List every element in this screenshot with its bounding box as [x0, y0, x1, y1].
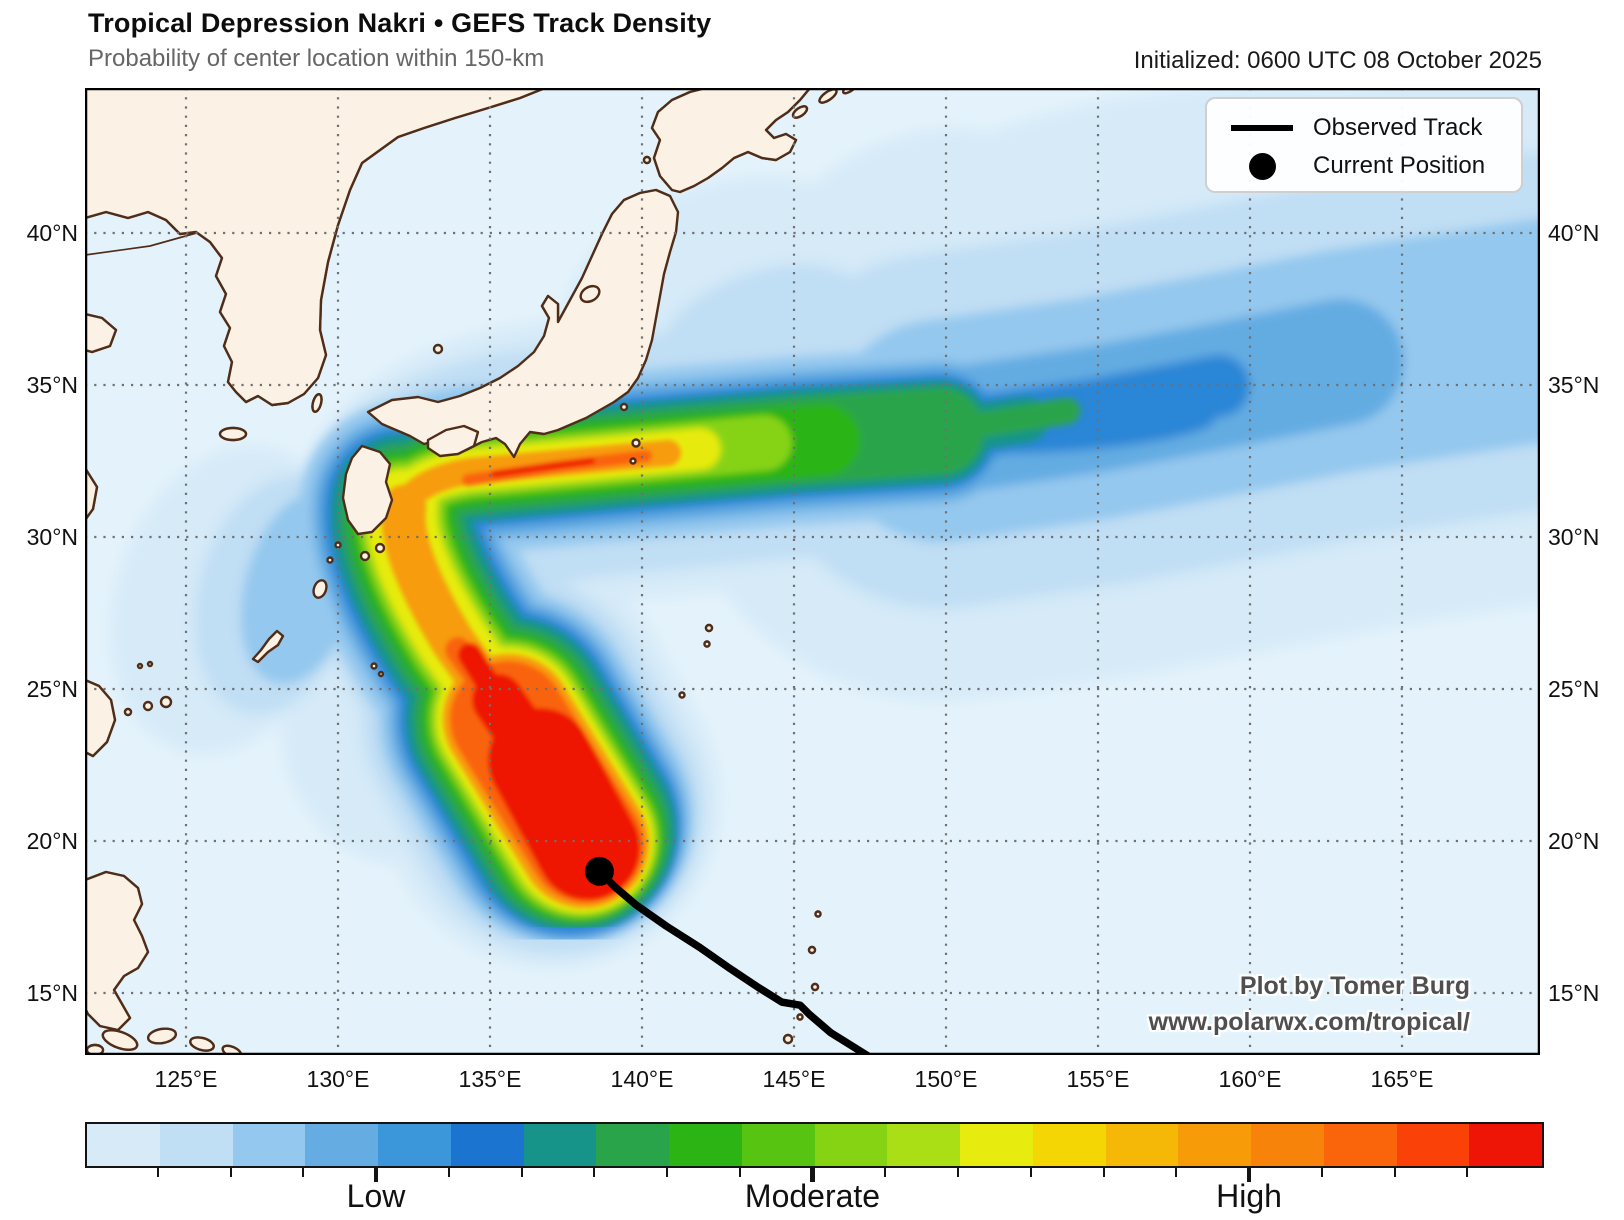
legend-observed-track-label: Observed Track [1313, 114, 1483, 141]
legend: Observed Track Current Position [1205, 97, 1523, 193]
initialization-timestamp: Initialized: 0600 UTC 08 October 2025 [1133, 47, 1542, 74]
attribution-url: www.polarwx.com/tropical/ [1148, 1008, 1470, 1036]
colorbar-segment [305, 1124, 378, 1166]
colorbar-segment [1178, 1124, 1251, 1166]
colorbar-minor-tick [1393, 1168, 1396, 1177]
colorbar-segment [1105, 1124, 1179, 1166]
colorbar-minor-tick [447, 1168, 450, 1177]
colorbar-segment [159, 1124, 233, 1166]
colorbar-label-low: Low [346, 1178, 406, 1214]
density-plume [110, 88, 1540, 968]
legend-row-observed-track: Observed Track [1229, 109, 1521, 147]
colorbar-minor-tick [156, 1168, 159, 1177]
colorbar-minor-tick [1466, 1168, 1469, 1177]
colorbar-segment [1032, 1124, 1106, 1166]
colorbar-label-moderate: Moderate [744, 1178, 881, 1214]
colorbar-major-tick [1246, 1168, 1252, 1182]
colorbar-segment [814, 1124, 888, 1166]
colorbar-minor-tick [1029, 1168, 1032, 1177]
colorbar-label-high: High [1216, 1178, 1282, 1214]
gridlines [85, 88, 1540, 1055]
page-title: Tropical Depression Nakri • GEFS Track D… [88, 8, 712, 38]
colorbar-minor-tick [1175, 1168, 1178, 1177]
lon-tick-label: 130°E [306, 1066, 370, 1092]
lat-tick-label-left: 15°N [26, 980, 78, 1006]
colorbar-segment [960, 1124, 1033, 1166]
colorbar-segment [232, 1124, 306, 1166]
lat-tick-label-right: 40°N [1548, 220, 1600, 246]
lon-tick-label: 135°E [458, 1066, 522, 1092]
current-position-dot [584, 856, 614, 886]
colorbar-minor-tick [1320, 1168, 1323, 1177]
observed-track-line-icon [1229, 125, 1295, 131]
colorbar-segment [1323, 1124, 1397, 1166]
colorbar-minor-tick [1102, 1168, 1105, 1177]
colorbar-minor-tick [229, 1168, 232, 1177]
map-area [85, 88, 1540, 1055]
lat-tick-label-right: 15°N [1548, 980, 1600, 1006]
colorbar-segment [1396, 1124, 1470, 1166]
colorbar-segment [450, 1124, 524, 1166]
lon-tick-label: 145°E [762, 1066, 826, 1092]
current-position-dot-icon [1229, 152, 1295, 180]
lon-tick-label: 150°E [914, 1066, 978, 1092]
legend-row-current-position: Current Position [1229, 147, 1521, 185]
lat-tick-label-right: 25°N [1548, 676, 1600, 702]
observed-track-line [595, 867, 874, 1055]
colorbar-minor-tick [520, 1168, 523, 1177]
colorbar-segment [596, 1124, 669, 1166]
colorbar-minor-tick [666, 1168, 668, 1177]
colorbar-minor-tick [957, 1168, 959, 1177]
colorbar-segment [87, 1124, 160, 1166]
lat-tick-label-left: 40°N [26, 220, 78, 246]
colorbar-segment [1251, 1124, 1324, 1166]
colorbar-minor-tick [884, 1168, 887, 1177]
lat-tick-label-right: 30°N [1548, 524, 1600, 550]
colorbar [85, 1122, 1544, 1168]
lon-tick-label: 125°E [154, 1066, 218, 1092]
colorbar-major-tick [810, 1168, 815, 1182]
colorbar-segment [1469, 1124, 1542, 1166]
track-density-map [85, 88, 1540, 1055]
lat-tick-label-left: 25°N [26, 676, 78, 702]
lon-tick-label: 160°E [1218, 1066, 1282, 1092]
colorbar-major-tick [373, 1168, 379, 1182]
lon-tick-label: 165°E [1370, 1066, 1434, 1092]
colorbar-segment [741, 1124, 815, 1166]
lon-tick-label: 155°E [1066, 1066, 1130, 1092]
lat-tick-label-right: 20°N [1548, 828, 1600, 854]
colorbar-segment [378, 1124, 451, 1166]
colorbar-minor-tick [302, 1168, 305, 1177]
attribution-author: Plot by Tomer Burg [1239, 972, 1470, 1000]
lat-tick-label-left: 35°N [26, 372, 78, 398]
colorbar-minor-tick [738, 1168, 741, 1177]
lat-tick-label-left: 20°N [26, 828, 78, 854]
colorbar-segment [887, 1124, 960, 1166]
legend-current-position-label: Current Position [1313, 152, 1486, 179]
colorbar-ticks [85, 1168, 1540, 1184]
lat-tick-label-left: 30°N [26, 524, 78, 550]
colorbar-minor-tick [593, 1168, 596, 1177]
lon-tick-label: 140°E [610, 1066, 674, 1092]
lat-tick-label-right: 35°N [1548, 372, 1600, 398]
colorbar-segment [523, 1124, 597, 1166]
page-subtitle: Probability of center location within 15… [88, 45, 545, 72]
colorbar-segment [669, 1124, 742, 1166]
observed-track-group [584, 856, 874, 1055]
